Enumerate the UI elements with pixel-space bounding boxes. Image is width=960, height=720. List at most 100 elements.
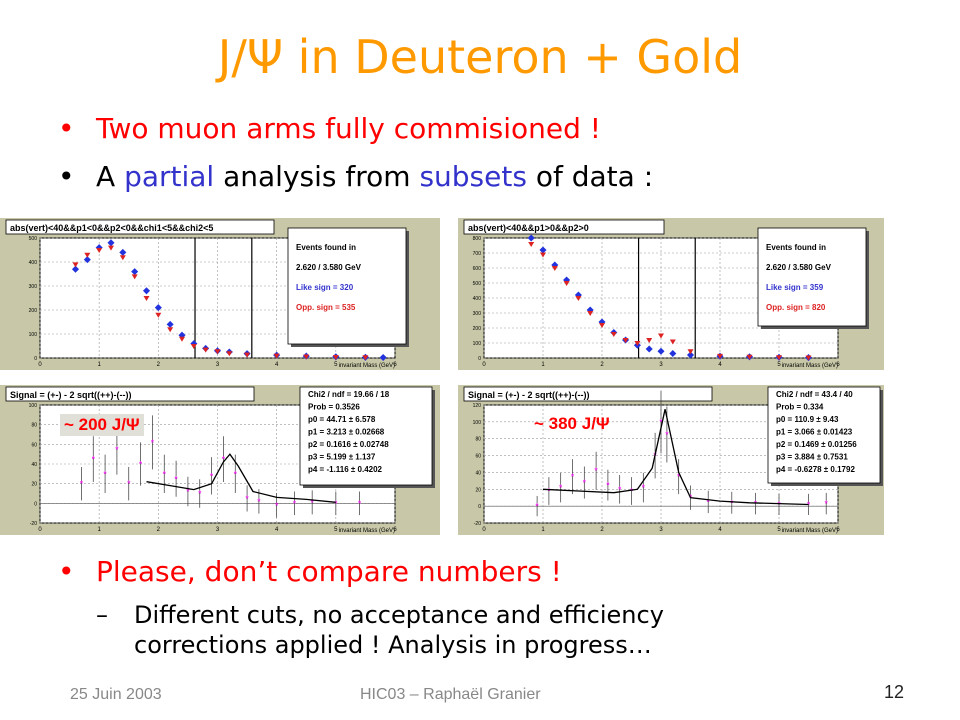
data-point: * <box>659 418 663 427</box>
data-point: * <box>536 502 540 511</box>
y-tick-label: 60 <box>31 442 37 448</box>
x-tick-label: 2 <box>600 362 604 368</box>
stats-line: p2 = 0.1469 ± 0.01256 <box>776 440 857 449</box>
data-point: * <box>825 500 829 509</box>
stats-line: Events found in <box>766 243 826 252</box>
data-point: * <box>275 501 279 510</box>
data-point: * <box>583 479 587 488</box>
data-point-opposite-sign <box>686 351 695 359</box>
x-tick-label: 2 <box>157 527 161 533</box>
stats-line: p0 = 44.71 ± 6.578 <box>308 415 376 424</box>
sub-bullet: – Different cuts, no acceptance and effic… <box>96 600 664 660</box>
bullet-highlight-partial: partial <box>124 160 215 193</box>
x-tick-label: 1 <box>541 362 545 368</box>
data-point-opposite-sign <box>379 353 387 362</box>
fit-curve <box>146 453 336 503</box>
data-point: * <box>618 485 622 494</box>
stats-line: Like sign = 359 <box>766 283 824 292</box>
x-tick-label: 4 <box>275 362 279 368</box>
plot-signal-left: Signal = (+-) - 2 sqrt((++)-(--))-200204… <box>0 385 440 535</box>
data-point-like-sign <box>143 296 150 301</box>
data-point: * <box>186 488 190 497</box>
plot-title: Signal = (+-) - 2 sqrt((++)-(--)) <box>468 390 590 400</box>
data-point: * <box>559 484 563 493</box>
data-point-opposite-sign <box>131 268 139 276</box>
y-tick-label: 20 <box>31 482 37 488</box>
data-point-like-sign <box>587 311 594 316</box>
bullet-dont-compare: • Please, don’t compare numbers ! <box>58 555 562 589</box>
annotation-right: ~ 380 J/Ψ <box>534 414 610 433</box>
data-point: * <box>104 470 108 479</box>
x-axis-label: invariant Mass (GeV) <box>782 528 838 534</box>
data-point-like-sign <box>646 338 653 343</box>
x-tick-label: 0 <box>38 362 42 368</box>
stats-line: Events found in <box>296 243 356 252</box>
data-point-like-sign <box>687 349 694 355</box>
data-point: * <box>665 431 669 440</box>
bullet-text: Please, don’t compare numbers ! <box>96 555 562 588</box>
x-tick-label: 6 <box>836 527 840 533</box>
data-point-like-sign <box>528 242 535 247</box>
data-point-like-sign <box>244 352 251 358</box>
data-point: * <box>571 473 575 482</box>
data-point-like-sign <box>805 355 812 361</box>
data-point-like-sign <box>540 252 546 258</box>
data-point: * <box>311 498 315 507</box>
data-point: * <box>246 494 250 503</box>
data-point: * <box>139 460 143 469</box>
data-point: * <box>677 473 681 482</box>
data-point-like-sign <box>610 332 617 337</box>
y-tick-label: 40 <box>31 462 37 468</box>
data-point-opposite-sign <box>657 347 665 355</box>
data-point: * <box>127 480 131 489</box>
data-point-like-sign <box>575 296 582 301</box>
bullet-dot: • <box>58 555 75 588</box>
sub-bullet-line2: corrections applied ! Analysis in progre… <box>134 631 652 659</box>
x-tick-label: 5 <box>777 527 781 533</box>
x-tick-label: 1 <box>97 527 101 533</box>
y-tick-label: 100 <box>29 332 38 338</box>
data-point: * <box>210 472 214 481</box>
stats-line: p4 = -1.116 ± 0.4202 <box>308 465 383 474</box>
bullet-partial-analysis: • A partial analysis from subsets of data… <box>58 160 653 194</box>
y-tick-label: 700 <box>473 251 482 257</box>
data-point: * <box>222 455 226 464</box>
y-tick-label: 600 <box>473 266 482 272</box>
stats-line: p3 = 3.884 ± 0.7531 <box>776 453 848 462</box>
y-tick-label: 40 <box>475 470 481 476</box>
stats-line: Chi2 / ndf = 19.66 / 18 <box>308 390 390 399</box>
data-point-like-sign <box>72 262 79 268</box>
sub-bullet-line1: Different cuts, no acceptance and effici… <box>134 601 664 629</box>
plot-title-box <box>463 386 713 402</box>
data-point-opposite-sign <box>539 246 547 254</box>
y-tick-label: 100 <box>29 403 38 409</box>
page-number: 12 <box>884 682 905 702</box>
x-axis-label: invariant Mass (GeV) <box>782 363 838 369</box>
data-point-like-sign <box>622 338 629 343</box>
data-point-like-sign <box>669 339 676 345</box>
data-point: * <box>707 498 711 507</box>
fit-curve <box>542 409 809 506</box>
x-tick-label: 4 <box>718 527 722 533</box>
stats-line: 2.620 / 3.580 GeV <box>766 263 832 272</box>
plot-title: abs(vert)<40&&p1<0&&p2<0&&chi1<5&&chi2<5 <box>10 223 213 233</box>
x-tick-label: 2 <box>600 527 604 533</box>
stats-line: p1 = 3.066 ± 0.01423 <box>776 428 853 437</box>
data-point-like-sign <box>599 323 605 328</box>
data-point: * <box>807 500 811 509</box>
data-point-like-sign <box>179 336 185 342</box>
sub-bullet-dash: – <box>96 601 108 629</box>
stats-line: 2.620 / 3.580 GeV <box>296 263 362 272</box>
data-point: * <box>754 500 758 509</box>
x-tick-label: 2 <box>157 362 161 368</box>
bullet-highlight-subsets: subsets <box>419 160 527 193</box>
data-point-like-sign <box>746 354 753 360</box>
x-tick-label: 6 <box>393 362 397 368</box>
data-point: * <box>642 484 646 493</box>
x-tick-label: 6 <box>836 362 840 368</box>
y-tick-label: 0 <box>34 356 37 362</box>
x-tick-label: 4 <box>718 362 722 368</box>
data-point: * <box>595 467 599 476</box>
x-axis-label: invariant Mass (GeV) <box>339 528 395 534</box>
x-tick-label: 3 <box>659 362 663 368</box>
